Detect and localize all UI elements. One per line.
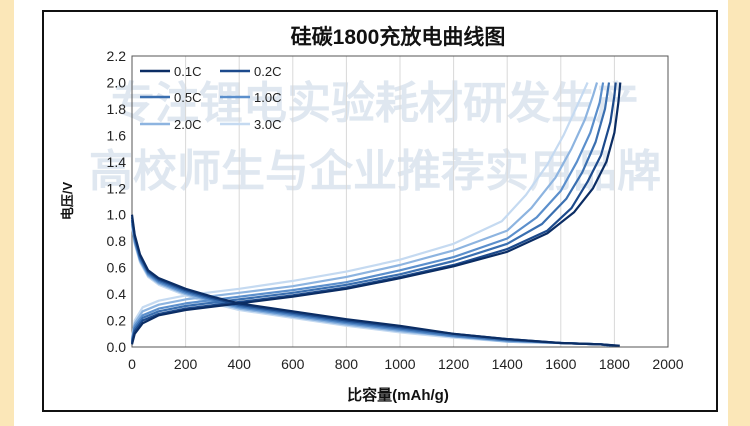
legend-label: 2.0C — [174, 117, 201, 132]
grid-layer — [185, 56, 615, 347]
y-tick-label: 0.2 — [107, 313, 127, 329]
series-charge-line — [130, 82, 622, 345]
y-tick-label: 0.6 — [107, 260, 127, 276]
x-tick-label: 600 — [281, 356, 305, 372]
x-tick-label: 1400 — [492, 356, 523, 372]
x-tick-label: 800 — [335, 356, 359, 372]
y-tick-label: 0.0 — [107, 339, 127, 355]
x-tick-label: 1600 — [545, 356, 576, 372]
x-tick-label: 0 — [128, 356, 136, 372]
right-frame-strip — [728, 0, 750, 426]
series-charge-line — [130, 82, 611, 342]
x-axis-label: 比容量(mAh/g) — [347, 386, 449, 404]
series-charge-line — [130, 82, 605, 341]
legend-label: 0.5C — [174, 90, 201, 105]
legend-label: 1.0C — [254, 90, 281, 105]
x-tick-label: 1000 — [384, 356, 415, 372]
watermark-text: 专注锂电实验耗材研发生产 — [111, 78, 639, 129]
left-frame-strip — [0, 0, 14, 426]
axis-layer: 0 200 400 600 800 1000 1200 1400 1600 1800 2000 0.0… — [107, 48, 684, 372]
legend: 0.1C 0.2C 0.5C 1.0C 2.0C 3.0C — [140, 64, 281, 132]
series-layer — [130, 82, 622, 347]
x-tick-label: 2000 — [652, 356, 683, 372]
y-tick-label: 0.4 — [107, 286, 127, 302]
y-tick-label: 1.6 — [107, 127, 127, 143]
y-tick-label: 1.4 — [107, 154, 127, 170]
y-tick-label: 1.2 — [107, 180, 127, 196]
y-tick-label: 1.8 — [107, 101, 127, 117]
x-tick-label: 400 — [228, 356, 252, 372]
y-tick-label: 1.0 — [107, 207, 127, 223]
y-tick-label: 2.2 — [107, 48, 127, 64]
watermark-text: 高校师生与企业推荐实用品牌 — [89, 146, 661, 197]
x-tick-label: 1200 — [438, 356, 469, 372]
y-axis-label: 电压/V — [60, 182, 75, 221]
y-tick-label: 2.0 — [107, 74, 127, 90]
y-tick-label: 0.8 — [107, 233, 127, 249]
legend-label: 0.2C — [254, 64, 281, 79]
legend-label: 0.1C — [174, 64, 201, 79]
series-charge-line — [130, 82, 589, 338]
plot-area-border — [131, 55, 669, 348]
legend-label: 3.0C — [254, 117, 281, 132]
series-charge-line — [130, 82, 617, 344]
series-discharge-line — [130, 214, 620, 347]
x-tick-label: 1800 — [599, 356, 630, 372]
x-tick-label: 200 — [174, 356, 198, 372]
chart-title: 硅碳1800充放电曲线图 — [291, 25, 506, 49]
series-charge-line — [130, 82, 599, 340]
